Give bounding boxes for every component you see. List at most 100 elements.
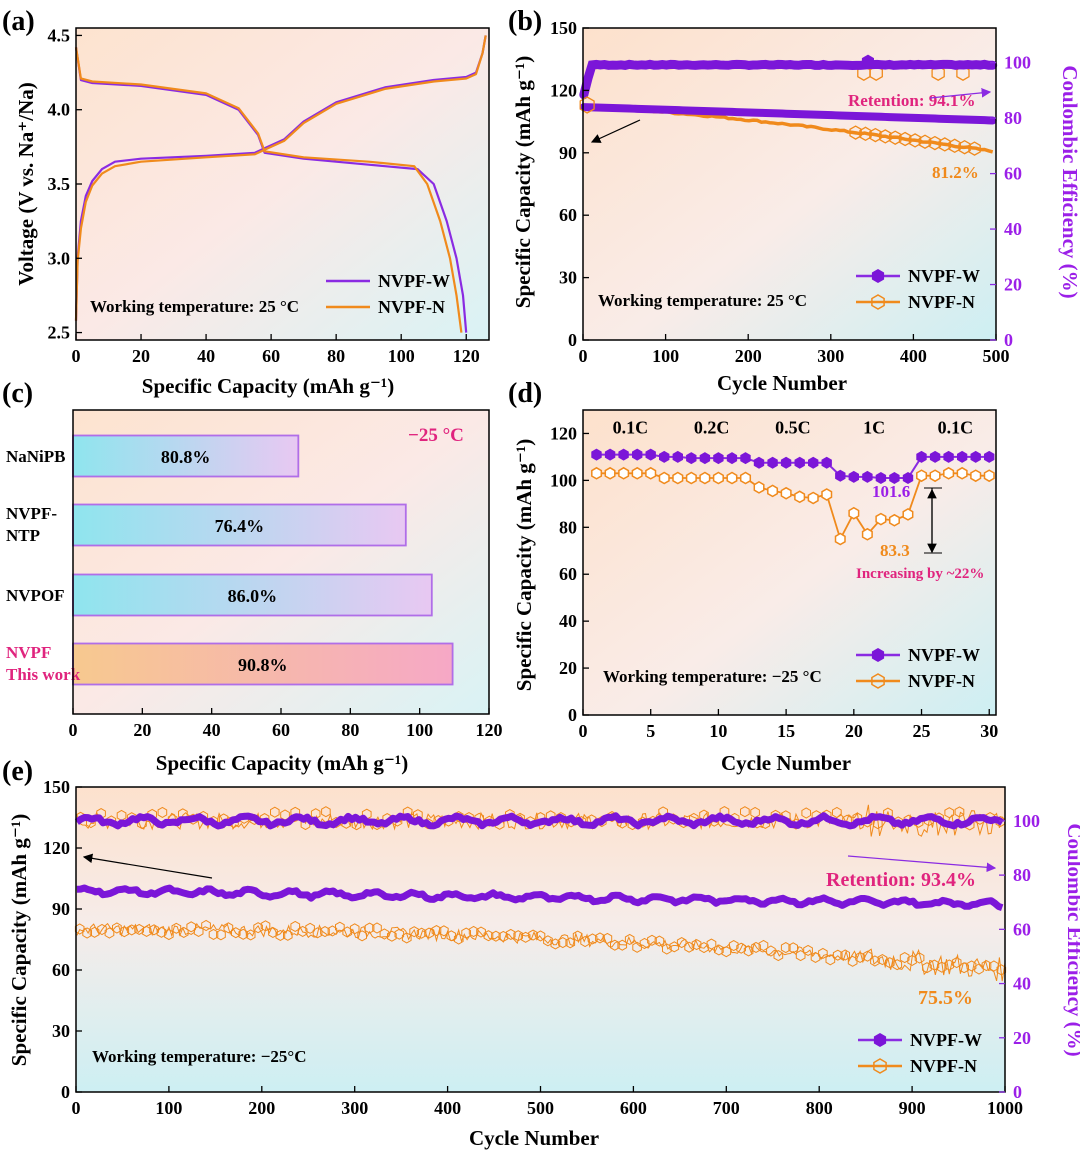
panel-a-ytick-label: 4.5 xyxy=(48,25,71,45)
panel-e-series-nvpf-w-capacity xyxy=(76,884,1004,912)
panel-d-ytick-label: 20 xyxy=(559,658,577,678)
panel-d-series-nvpf-n-point xyxy=(780,486,792,500)
panel-label-a: (a) xyxy=(2,6,35,37)
panel-e-series-nvpf-n-capacity-marker xyxy=(141,925,152,937)
panel-e-series-nvpf-n-capacity-marker xyxy=(320,926,330,938)
panel-e-series-nvpf-n-capacity-marker xyxy=(951,957,962,969)
panel-d-xtick-label: 20 xyxy=(845,721,863,741)
panel-e-series-nvpf-n-ce-marker xyxy=(484,815,495,827)
panel-e-series-nvpf-n-capacity-marker xyxy=(974,963,984,975)
panel-e-series-nvpf-n-capacity-marker xyxy=(580,935,590,948)
panel-e-series-nvpf-w-ce xyxy=(74,812,1005,830)
panel-b-ytick-label: 0 xyxy=(568,330,577,350)
panel-b-legend-label: NVPF-N xyxy=(908,292,975,312)
panel-d-xlabel: Cycle Number xyxy=(721,751,851,775)
panel-b-y2tick-label: 0 xyxy=(1004,330,1013,350)
panel-e-series-nvpf-n-capacity-marker xyxy=(877,954,888,966)
panel-e-series-nvpf-n-capacity-marker xyxy=(825,954,836,966)
panel-e-series-nvpf-n-capacity-marker xyxy=(907,954,917,966)
panel-e-series-nvpf-n-capacity-marker xyxy=(892,959,903,971)
panel-e-series-nvpf-n-capacity-marker xyxy=(758,939,769,952)
panel-d-series-nvpf-w-point xyxy=(604,448,616,461)
panel-e-xtick-label: 200 xyxy=(248,1098,275,1118)
panel-d-series-nvpf-w-point xyxy=(957,450,968,463)
panel-b-xtick-label: 400 xyxy=(900,346,927,366)
panel-e-xtick-label: 100 xyxy=(155,1098,182,1118)
panel-e-series-nvpf-n-capacity-marker xyxy=(387,930,397,942)
panel-d-xtick-label: 25 xyxy=(913,721,931,741)
panel-e-series-nvpf-n-capacity-marker xyxy=(424,927,434,939)
panel-e-series-nvpf-n-capacity-marker xyxy=(610,939,620,951)
panel-e-series-nvpf-n-capacity-marker xyxy=(929,959,940,971)
panel-e-series-nvpf-n-capacity-marker xyxy=(944,959,955,971)
panel-d-legend-label: NVPF-W xyxy=(908,645,980,665)
panel-e-arrow-right xyxy=(847,855,997,873)
panel-d-series-nvpf-n-point xyxy=(929,469,941,483)
panel-d-value-label-n: 83.3 xyxy=(880,541,910,560)
panel-b-start-marker xyxy=(579,96,595,114)
panel-e-series-nvpf-n-capacity-marker xyxy=(543,935,553,947)
panel-c-bar xyxy=(72,503,407,547)
panel-d-xtick-label: 30 xyxy=(980,721,998,741)
panel-b-series-nvpf-n-ce-marker xyxy=(869,65,883,81)
panel-e-series-nvpf-n-capacity-marker xyxy=(379,928,390,940)
panel-d-rate-label: 0.5C xyxy=(775,417,811,437)
panel-a-xtick-label: 20 xyxy=(132,346,150,366)
panel-d-value-label-w: 101.6 xyxy=(872,482,910,501)
panel-a-series-nvpf-n-charge xyxy=(74,35,487,321)
panel-e-series-nvpf-n-capacity-marker xyxy=(231,927,241,939)
panel-b-retention-label: Retention: 94.1% xyxy=(848,91,975,110)
panel-e-series-nvpf-n-capacity-marker xyxy=(654,935,665,947)
panel-d-series-nvpf-w-point xyxy=(821,456,832,469)
panel-e-series-nvpf-n-ce-marker xyxy=(157,806,168,818)
panel-b-legend-marker xyxy=(871,294,885,310)
panel-e-series-nvpf-n-capacity-marker xyxy=(520,931,531,943)
panel-d-series-nvpf-w-point xyxy=(889,472,900,484)
panel-e-series-nvpf-n-capacity-marker xyxy=(312,927,323,939)
panel-e-y2tick-label: 80 xyxy=(1013,865,1031,885)
panel-d-series-nvpf-n-point xyxy=(888,513,900,527)
panel-b-xlabel: Cycle Number xyxy=(717,371,847,395)
panel-e-y2tick-label: 100 xyxy=(1013,811,1040,831)
panel-d-increase-label: Increasing by ~22% xyxy=(856,566,984,582)
panel-e-series-nvpf-n-capacity-marker xyxy=(922,962,932,974)
panel-c-xtick-label: 80 xyxy=(341,720,359,740)
panel-e-series-nvpf-n-ce-marker xyxy=(872,818,883,830)
panel-d-ytick-label: 60 xyxy=(559,564,577,584)
panel-e-y2tick-label: 60 xyxy=(1013,919,1031,939)
panel-d-rate-label: 0.1C xyxy=(613,417,649,437)
panel-d-series-nvpf-n-point xyxy=(591,466,603,480)
panel-a-ytick-label: 2.5 xyxy=(48,323,71,343)
panel-b-xtick-label: 0 xyxy=(579,346,588,366)
panel-d-xtick-label: 5 xyxy=(646,721,655,741)
panel-d-ytick-label: 120 xyxy=(550,423,577,443)
panel-e-series-nvpf-n-capacity-marker xyxy=(728,940,739,952)
panel-e-series-nvpf-n-capacity-marker xyxy=(847,955,858,967)
panel-d-series-nvpf-w-point xyxy=(780,456,792,469)
panel-e-series-nvpf-n-capacity-marker xyxy=(803,944,813,956)
panel-d-rate-label: 0.2C xyxy=(694,417,730,437)
panel-e-legend-marker xyxy=(873,1033,887,1047)
panel-d-series-nvpf-n-point xyxy=(767,484,779,498)
panel-a-ytick-label: 3.5 xyxy=(48,174,71,194)
panel-d-series-nvpf-n-point xyxy=(834,532,846,546)
panel-e-ytick-label: 30 xyxy=(52,1021,70,1041)
panel-d-legend-marker xyxy=(871,648,885,662)
panel-c-category-label: NVPF xyxy=(6,643,51,662)
panel-e-series-nvpf-n-capacity-marker xyxy=(112,922,122,934)
panel-d-xtick-label: 15 xyxy=(777,721,795,741)
panel-e-series-nvpf-n-capacity-marker xyxy=(832,949,843,961)
panel-e-series-nvpf-n-capacity-marker xyxy=(394,928,405,940)
panel-e-series-nvpf-n-capacity-marker xyxy=(676,937,687,949)
panel-d-series-nvpf-n-point xyxy=(699,471,711,485)
panel-e-series-nvpf-n-capacity-marker xyxy=(899,952,910,964)
panel-e-series-nvpf-n-ce-marker xyxy=(270,806,280,818)
panel-e-series-nvpf-n-capacity-marker xyxy=(156,926,167,938)
panel-c-category-label: NTP xyxy=(6,526,40,545)
panel-d-series-nvpf-n-point xyxy=(943,466,955,480)
panel-b-plot-area xyxy=(583,28,996,340)
panel-e-xtick-label: 300 xyxy=(341,1098,368,1118)
panel-b-ytick-label: 60 xyxy=(559,205,577,225)
panel-e-series-nvpf-n-capacity-marker xyxy=(305,922,315,934)
panel-d-series-nvpf-n-point xyxy=(658,471,670,485)
